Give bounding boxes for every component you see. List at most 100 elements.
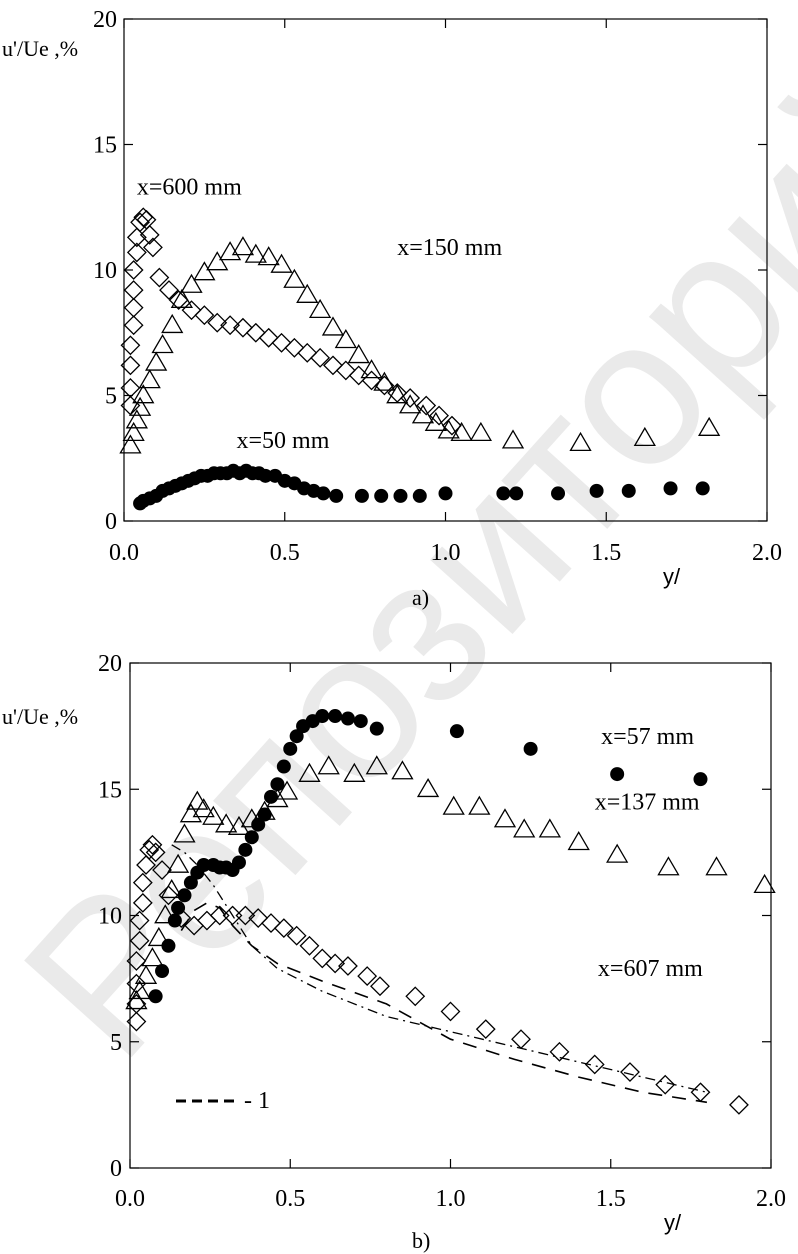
point-a-triangle-23 [347, 344, 370, 364]
point-a-triangle-2 [125, 409, 148, 429]
point-b-triangle-14 [227, 815, 251, 835]
point-a-diamond-21 [220, 315, 241, 336]
point-a-diamond-23 [245, 322, 266, 343]
point-a-diamond-25 [271, 332, 292, 353]
point-b-diamond-33 [511, 1029, 531, 1050]
point-b-diamond-31 [440, 1001, 461, 1022]
point-b-diamond-7 [132, 872, 153, 893]
y-tick-label-a-1: 5 [105, 384, 117, 410]
point-b-diamond-13 [158, 885, 179, 906]
point-a-diamond-35 [400, 388, 421, 408]
point-b-diamond-25 [312, 948, 333, 969]
point-a-diamond-37 [429, 405, 449, 426]
point-a-filled-circle-27 [329, 488, 344, 503]
point-a-filled-circle-32 [438, 486, 453, 501]
y-tick-label-a-4: 20 [93, 7, 117, 33]
point-a-triangle-7 [151, 334, 174, 354]
point-a-filled-circle-29 [374, 488, 389, 503]
point-b-diamond-35 [584, 1054, 605, 1075]
point-b-filled-circle-1 [155, 964, 170, 979]
point-b-filled-circle-22 [289, 729, 304, 744]
point-a-diamond-1 [120, 378, 141, 398]
point-a-triangle-4 [132, 384, 155, 404]
point-a-triangle-31 [450, 421, 473, 442]
point-b-filled-circle-0 [148, 989, 163, 1004]
point-b-triangle-3 [141, 947, 164, 967]
point-b-triangle-21 [343, 762, 366, 782]
point-b-triangle-28 [513, 818, 536, 838]
annotation-b-2: x=607 mm [598, 956, 703, 982]
point-b-filled-circle-18 [264, 789, 279, 804]
point-b-filled-circle-13 [231, 855, 246, 870]
point-a-triangle-24 [360, 359, 383, 379]
point-a-triangle-17 [270, 253, 293, 273]
point-b-diamond-26 [325, 953, 346, 974]
point-a-triangle-30 [437, 419, 460, 439]
point-a-diamond-13 [139, 224, 160, 245]
point-a-triangle-20 [308, 298, 332, 319]
point-a-diamond-16 [159, 280, 179, 300]
point-a-triangle-10 [180, 273, 203, 293]
y-tick-label-b-2: 10 [98, 904, 122, 930]
point-b-diamond-5 [129, 910, 150, 931]
x-tick-label-a-4: 2.0 [752, 540, 782, 566]
point-a-diamond-26 [284, 337, 305, 358]
point-b-filled-circle-2 [161, 938, 176, 953]
point-b-triangle-27 [493, 808, 517, 828]
point-b-diamond-3 [126, 951, 147, 971]
x-tick-label-b-3: 1.5 [596, 1186, 626, 1212]
point-a-triangle-32 [469, 421, 492, 442]
point-b-triangle-4 [147, 926, 170, 947]
point-a-triangle-15 [244, 243, 267, 263]
point-a-triangle-8 [161, 313, 184, 334]
point-a-filled-circle-38 [663, 481, 678, 496]
annotation-a-0: x=600 mm [137, 175, 242, 201]
point-b-triangle-23 [391, 760, 414, 780]
point-b-filled-circle-8 [196, 858, 211, 872]
point-b-triangle-0 [125, 990, 148, 1010]
point-b-triangle-2 [134, 964, 158, 984]
point-b-diamond-24 [299, 935, 320, 956]
point-b-diamond-39 [729, 1094, 749, 1115]
x-tick-label-b-1: 0.5 [275, 1186, 305, 1212]
point-b-filled-circle-29 [369, 721, 384, 736]
point-a-triangle-3 [128, 396, 152, 416]
point-b-diamond-6 [132, 892, 153, 913]
point-b-diamond-21 [261, 913, 281, 933]
point-a-triangle-22 [334, 328, 357, 349]
point-b-triangle-13 [215, 813, 238, 833]
annotation-a-2: x=50 mm [237, 428, 330, 454]
y-axis-label-a: u'/Ue ,% [2, 36, 78, 61]
point-a-diamond-8 [126, 242, 147, 263]
point-b-filled-circle-15 [244, 830, 259, 845]
point-a-diamond-29 [323, 355, 343, 376]
point-a-diamond-38 [442, 415, 462, 436]
point-b-filled-circle-28 [353, 714, 368, 729]
point-a-filled-circle-31 [412, 488, 427, 503]
point-a-triangle-29 [424, 411, 447, 431]
point-b-diamond-34 [549, 1041, 570, 1062]
point-b-filled-circle-17 [257, 807, 272, 822]
point-a-triangle-16 [257, 246, 280, 266]
x-tick-label-a-0: 0.0 [109, 540, 139, 566]
y-tick-label-b-3: 15 [98, 777, 122, 803]
point-b-triangle-11 [192, 798, 215, 818]
point-a-triangle-21 [321, 316, 345, 336]
point-b-diamond-32 [475, 1019, 496, 1040]
point-a-triangle-6 [145, 351, 168, 371]
point-b-filled-circle-32 [610, 767, 625, 782]
annotation-b-0: x=57 mm [601, 724, 694, 750]
point-a-filled-circle-28 [354, 488, 369, 503]
point-a-filled-circle-33 [496, 486, 511, 501]
point-b-filled-circle-6 [183, 875, 198, 890]
point-b-triangle-26 [468, 795, 491, 815]
point-b-diamond-28 [357, 966, 378, 987]
point-b-filled-circle-31 [523, 741, 538, 756]
y-axis-label-b: u'/Ue ,% [2, 704, 78, 729]
point-b-triangle-24 [416, 777, 440, 798]
point-b-triangle-33 [705, 856, 728, 876]
x-tick-label-a-1: 0.5 [270, 540, 300, 566]
point-b-filled-circle-16 [251, 817, 266, 832]
point-b-diamond-10 [142, 834, 163, 855]
